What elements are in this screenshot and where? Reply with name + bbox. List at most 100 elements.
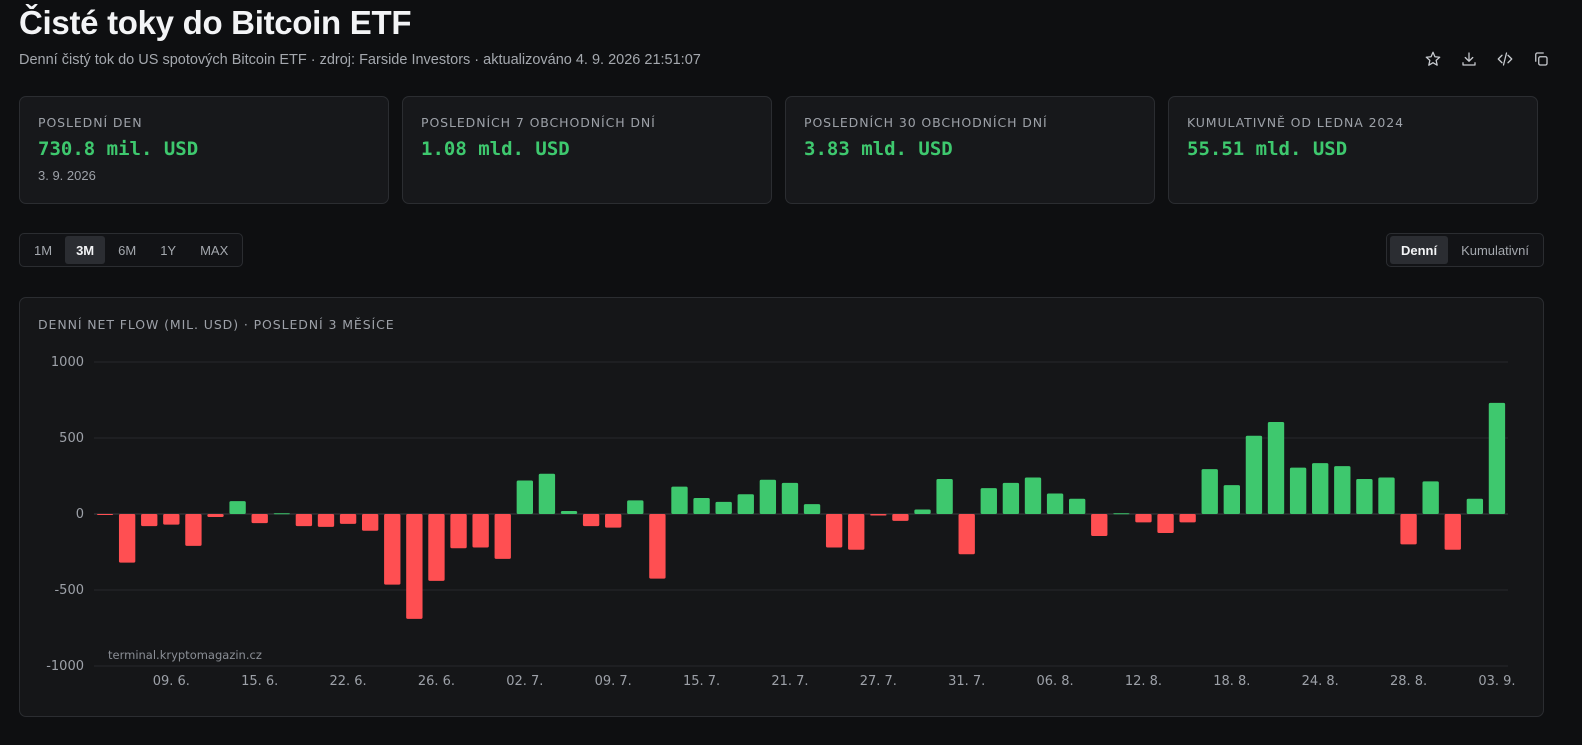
x-tick-label: 28. 8.: [1390, 674, 1427, 689]
bar: [1157, 514, 1174, 533]
bar: [273, 513, 290, 515]
bar: [1024, 477, 1042, 514]
range-1y-button[interactable]: 1Y: [160, 242, 177, 258]
star-icon[interactable]: [1420, 46, 1446, 72]
range-selector: 1M 3M 6M 1Y MAX: [19, 233, 244, 267]
bar: [1135, 514, 1152, 523]
stat-card-cumulative: KUMULATIVNĚ OD LEDNA 2024 55.51 mld. USD: [1168, 96, 1538, 204]
bar: [1444, 514, 1461, 550]
stat-label: POSLEDNÍ DEN: [38, 115, 143, 130]
bar: [1245, 435, 1263, 514]
mode-cumulative-button[interactable]: Kumulativní: [1461, 242, 1529, 258]
bar: [141, 514, 158, 527]
bar: [781, 482, 799, 514]
bar: [384, 514, 401, 585]
stat-label: POSLEDNÍCH 7 OBCHODNÍCH DNÍ: [421, 115, 656, 130]
x-tick-label: 15. 7.: [683, 674, 720, 689]
y-tick-label: 1000: [51, 355, 84, 370]
bar: [582, 514, 600, 527]
mode-daily-button[interactable]: Denní: [1389, 236, 1449, 264]
stat-value: 1.08 mld. USD: [421, 138, 570, 160]
bar: [317, 514, 335, 527]
stat-label: KUMULATIVNĚ OD LEDNA 2024: [1187, 115, 1404, 130]
bar: [96, 514, 114, 515]
x-tick-label: 02. 7.: [506, 674, 543, 689]
stat-value: 3.83 mld. USD: [804, 138, 953, 160]
bar: [406, 514, 423, 619]
stat-cards: POSLEDNÍ DEN 730.8 mil. USD 3. 9. 2026 P…: [19, 96, 1538, 204]
bar: [163, 514, 180, 525]
bar: [1201, 469, 1218, 514]
bar: [848, 514, 865, 550]
range-max-button[interactable]: MAX: [200, 242, 229, 258]
bar: [472, 514, 489, 548]
page-title: Čisté toky do Bitcoin ETF: [19, 4, 412, 41]
x-tick-label: 31. 7.: [948, 674, 985, 689]
bar: [627, 500, 644, 514]
net-flow-bar-chart: 1000 500 0 -500 -1000 09. 6. 15. 6. 22. 6. 26. 6…: [46, 355, 1515, 689]
bar: [1422, 481, 1439, 514]
bar: [671, 486, 688, 514]
bar: [560, 510, 578, 514]
stat-label: POSLEDNÍCH 30 OBCHODNÍCH DNÍ: [804, 115, 1048, 130]
bar: [494, 514, 511, 559]
bar: [803, 504, 821, 514]
bar: [295, 514, 313, 527]
bar: [229, 501, 246, 514]
bar: [737, 494, 754, 514]
range-3m-button[interactable]: 3M: [65, 236, 106, 264]
bar: [538, 473, 556, 514]
x-tick-label: 21. 7.: [771, 674, 808, 689]
range-6m-button[interactable]: 6M: [118, 242, 137, 258]
bar: [870, 514, 887, 516]
stat-card-30-days: POSLEDNÍCH 30 OBCHODNÍCH DNÍ 3.83 mld. U…: [785, 96, 1155, 204]
bar: [516, 480, 534, 514]
bar: [428, 514, 445, 581]
chart-title: DENNÍ NET FLOW (MIL. USD) · POSLEDNÍ 3 M…: [38, 317, 395, 332]
bar: [1356, 479, 1373, 514]
bar: [936, 479, 953, 514]
mode-toggle: Denní Kumulativní: [1385, 233, 1544, 267]
y-tick-label: 500: [59, 431, 84, 446]
bar: [207, 514, 224, 518]
bar: [892, 514, 909, 521]
bar: [693, 498, 710, 514]
bar: [361, 514, 379, 531]
bar: [715, 501, 732, 514]
stat-card-last-day: POSLEDNÍ DEN 730.8 mil. USD 3. 9. 2026: [19, 96, 389, 204]
bar: [1113, 513, 1130, 515]
bar: [450, 514, 467, 549]
bar: [1068, 498, 1086, 514]
x-tick-label: 03. 9.: [1478, 674, 1515, 689]
y-tick-label: -500: [54, 583, 84, 598]
bar: [825, 514, 843, 548]
bar: [1223, 485, 1241, 514]
bar: [1179, 514, 1196, 523]
stat-date: 3. 9. 2026: [38, 168, 96, 183]
bar: [980, 488, 997, 514]
bar: [1488, 402, 1506, 514]
x-tick-label: 18. 8.: [1213, 674, 1250, 689]
download-icon[interactable]: [1456, 46, 1482, 72]
y-tick-label: 0: [76, 507, 84, 522]
bar: [118, 514, 136, 563]
toolbar: [1420, 46, 1554, 72]
y-tick-label: -1000: [46, 659, 84, 674]
stat-value: 55.51 mld. USD: [1187, 138, 1348, 160]
bar: [958, 514, 975, 555]
bar: [1312, 463, 1329, 514]
bar: [1046, 493, 1064, 514]
bar: [185, 514, 202, 546]
bar: [649, 514, 666, 579]
bar: [605, 514, 622, 528]
bar: [1466, 498, 1484, 514]
code-icon[interactable]: [1492, 46, 1518, 72]
x-tick-label: 26. 6.: [418, 674, 455, 689]
range-1m-button[interactable]: 1M: [34, 242, 53, 258]
x-tick-label: 22. 6.: [329, 674, 366, 689]
x-tick-label: 09. 6.: [153, 674, 190, 689]
bar: [251, 514, 268, 524]
copy-icon[interactable]: [1528, 46, 1554, 72]
bar: [1002, 482, 1020, 514]
bar: [1091, 514, 1108, 537]
